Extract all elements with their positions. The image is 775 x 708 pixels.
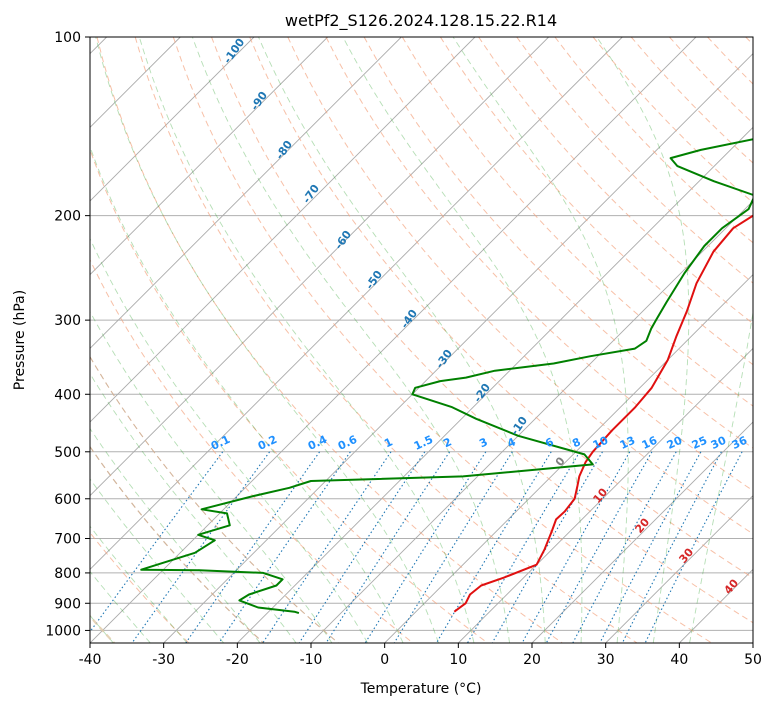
- isotherm-line: [90, 37, 255, 202]
- mixing-ratio-line: [521, 451, 631, 643]
- dry-adiabat-line: [211, 37, 753, 624]
- y-tick-label: 200: [54, 209, 81, 225]
- dry-adiabat-line: [134, 37, 638, 643]
- mixing-ratio-line: [298, 451, 426, 643]
- mixing-ratio-line: [572, 451, 677, 643]
- dry-adiabat-line: [249, 37, 753, 579]
- moist-adiabat-line: [95, 37, 439, 643]
- x-tick-label: -20: [226, 652, 249, 668]
- mixing-ratio-line: [599, 451, 702, 643]
- moist-adiabat-line: [138, 37, 475, 643]
- dry-adiabat-line: [287, 37, 753, 535]
- moist-adiabat-line: [90, 372, 297, 643]
- moist-adiabat-line: [90, 525, 188, 643]
- moist-adiabat-line: [90, 145, 404, 643]
- theta-e-line: [90, 355, 339, 643]
- dry-adiabat-line: [439, 37, 753, 366]
- mixing-ratio-line: [90, 451, 224, 633]
- mixing-ratio-label: 30: [709, 434, 729, 452]
- isotherm-line: [237, 126, 753, 643]
- isotherm-line: [90, 37, 623, 570]
- isotherm-line: [605, 495, 753, 643]
- mixing-ratio-label: 20: [665, 434, 685, 452]
- temperature-profile-line: [453, 214, 753, 613]
- y-tick-label: 500: [54, 445, 81, 461]
- isotherm-line: [531, 421, 753, 643]
- x-tick-label: -30: [152, 652, 175, 668]
- y-tick-label: 600: [54, 492, 81, 508]
- mixing-ratio-label: 10: [591, 434, 611, 452]
- mixing-ratio-line: [218, 451, 351, 643]
- mixing-ratio-label: 25: [690, 434, 709, 452]
- x-tick-label: 50: [744, 652, 762, 668]
- y-tick-label: 300: [54, 313, 81, 329]
- dry-adiabat-line: [172, 37, 712, 643]
- y-axis-label: Pressure (hPa): [12, 290, 28, 390]
- mixing-ratio-line: [262, 451, 392, 643]
- moist-adiabat-line: [90, 237, 368, 643]
- isotherm-line: [458, 347, 753, 643]
- mixing-ratio-label: 36: [730, 434, 750, 452]
- dry-adiabat-line: [478, 37, 753, 325]
- dry-adiabat-line: [90, 148, 488, 643]
- x-axis-label: Temperature (°C): [360, 681, 482, 697]
- moist-adiabat-line: [191, 37, 510, 643]
- moist-adiabat-line: [596, 37, 690, 643]
- isotherm-line: [90, 37, 697, 643]
- y-tick-label: 1000: [45, 623, 81, 639]
- y-tick-label: 900: [54, 596, 81, 612]
- mixing-ratio-line: [545, 451, 653, 643]
- mixing-ratio-line: [644, 451, 743, 643]
- x-tick-label: 40: [670, 652, 688, 668]
- isotherm-line: [90, 37, 328, 276]
- x-tick-label: 0: [380, 652, 389, 668]
- moist-adiabat-line: [90, 310, 333, 643]
- isotherm-line: [90, 37, 476, 423]
- mixing-ratio-label: 16: [640, 434, 660, 452]
- isotherm-line: [90, 37, 549, 497]
- moist-adiabat-line: [689, 37, 753, 643]
- mixing-ratio-line: [185, 451, 321, 643]
- x-tick-label: 10: [449, 652, 467, 668]
- moist-adiabat-line: [258, 37, 546, 643]
- isotherm-line: [384, 274, 753, 643]
- x-tick-label: -40: [79, 652, 102, 668]
- moist-adiabat-line: [90, 478, 225, 643]
- x-tick-label: -10: [300, 652, 323, 668]
- plot-frame: [89, 36, 754, 644]
- dewpoint-profile-line: [140, 138, 753, 615]
- isotherm-line: [90, 37, 402, 349]
- dry-adiabat-line: [90, 258, 414, 643]
- mixing-ratio-line: [435, 451, 552, 643]
- mixing-ratio-line: [621, 451, 722, 643]
- y-tick-label: 800: [54, 566, 81, 582]
- dry-adiabat-line: [96, 37, 563, 643]
- y-tick-label: 400: [54, 387, 81, 403]
- theta-e-line: [90, 445, 264, 643]
- moist-adiabat-line: [90, 427, 261, 643]
- moist-adiabat-line: [90, 570, 151, 643]
- mixing-ratio-label: 13: [618, 434, 637, 452]
- x-tick-label: 30: [597, 652, 615, 668]
- isotherm-line: [163, 53, 753, 643]
- chart-title: wetPf2_S126.2024.128.15.22.R14: [285, 11, 557, 31]
- y-tick-label: 100: [54, 30, 81, 46]
- mixing-ratio-line: [393, 451, 513, 643]
- dry-adiabat-line: [325, 37, 753, 492]
- x-tick-label: 20: [523, 652, 541, 668]
- y-tick-label: 700: [54, 532, 81, 548]
